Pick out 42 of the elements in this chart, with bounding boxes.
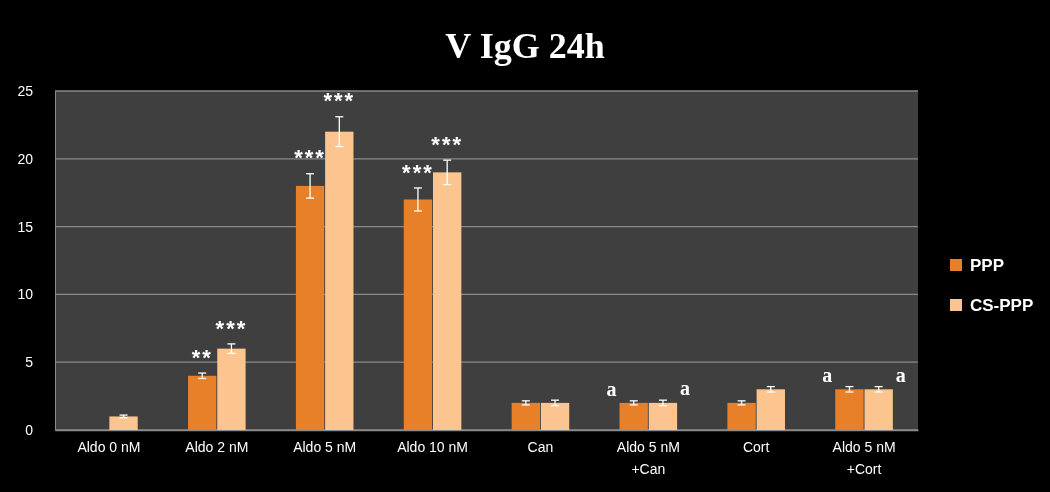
annotation: *** (431, 131, 464, 157)
annotation: *** (294, 145, 326, 171)
x-tick-label: Aldo 5 nM (293, 439, 357, 455)
bar (511, 402, 540, 430)
bar (403, 199, 433, 430)
y-tick-label: 10 (17, 286, 34, 303)
annotation: a (680, 377, 691, 400)
chart-title: V IgG 24h (445, 26, 605, 66)
x-tick-label: Can (527, 439, 554, 455)
annotation: a (606, 377, 617, 400)
bar (727, 402, 756, 430)
y-tick-label: 15 (17, 218, 34, 235)
y-tick-label: 25 (17, 82, 34, 99)
bar (648, 402, 678, 430)
legend-label: CS-PPP (970, 295, 1034, 315)
bar (295, 185, 325, 430)
bar (864, 389, 893, 430)
bar (217, 348, 246, 430)
x-tick-label: Aldo 5 nM +Can (616, 439, 680, 477)
bar (325, 131, 354, 430)
x-tick-label: Aldo 5 nM +Cort (832, 439, 896, 477)
bar (835, 389, 864, 430)
y-tick-label: 20 (17, 150, 34, 167)
annotation: *** (323, 88, 356, 114)
bar (619, 402, 648, 430)
annotation: *** (215, 315, 248, 341)
x-tick-label: Aldo 0 nM (77, 439, 141, 455)
annotation: a (895, 363, 906, 386)
bar (188, 375, 217, 430)
x-tick-label: Aldo 10 nM (397, 439, 468, 455)
x-tick-label: Cort (742, 439, 770, 455)
annotation: *** (402, 159, 434, 185)
y-tick-label: 5 (25, 354, 34, 371)
bar (756, 389, 785, 430)
annotation: a (822, 363, 833, 386)
x-tick-label: Aldo 2 nM (185, 439, 249, 455)
bar (109, 416, 138, 430)
y-tick-label: 0 (25, 421, 34, 438)
annotation: ** (191, 344, 213, 370)
bar (540, 402, 570, 430)
legend-label: PPP (970, 255, 1005, 275)
bar (433, 172, 462, 430)
